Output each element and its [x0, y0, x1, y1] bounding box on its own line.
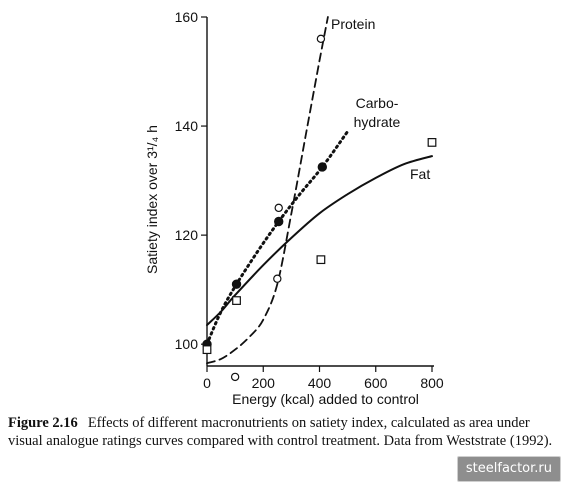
chart-labels: Energy (kcal) added to control Satiety in… [144, 16, 430, 407]
y-axis-title: Satiety index over 3¹/₄ h [144, 125, 160, 274]
protein-data-point [273, 274, 282, 283]
fat-data-point [427, 138, 437, 147]
protein-series-label: Protein [331, 16, 375, 32]
x-tick-label: 800 [420, 375, 444, 391]
y-tick-label: 140 [175, 118, 199, 134]
fat-data-point [202, 345, 212, 355]
carbohydrate-data-point [317, 162, 328, 172]
protein-series-line [206, 16, 329, 365]
carbohydrate-data-point [231, 279, 242, 289]
site-watermark: steelfactor.ru [456, 456, 561, 482]
protein-data-point [230, 372, 240, 382]
carbohydrate-series-label: Carbo- [356, 95, 399, 111]
carbohydrate-series-label: hydrate [354, 114, 401, 130]
protein-data-point [274, 203, 283, 213]
chart-axes: 100 120 140 160 0 200 400 600 800 [175, 9, 444, 391]
chart-plot-area [202, 16, 437, 382]
protein-data-point [316, 34, 326, 44]
y-tick-label: 100 [175, 336, 199, 352]
carbohydrate-data-point [274, 216, 284, 227]
y-tick-label: 160 [175, 9, 199, 25]
figure-caption: Figure 2.16 Effects of different macronut… [8, 414, 564, 450]
fat-series-label: Fat [410, 166, 430, 182]
figure-caption-text: Effects of different macronutrients on s… [8, 415, 553, 449]
fat-data-point [232, 296, 241, 305]
y-tick-label: 120 [175, 227, 199, 243]
x-axis-title: Energy (kcal) added to control [232, 391, 419, 407]
x-tick-label: 200 [252, 375, 276, 391]
fat-series-line [206, 155, 433, 327]
fat-data-point [316, 255, 326, 265]
x-tick-label: 400 [308, 375, 332, 391]
figure-label: Figure 2.16 [8, 415, 78, 431]
carbohydrate-series-line [205, 130, 350, 346]
x-tick-label: 0 [203, 375, 211, 391]
x-tick-label: 600 [364, 375, 388, 391]
